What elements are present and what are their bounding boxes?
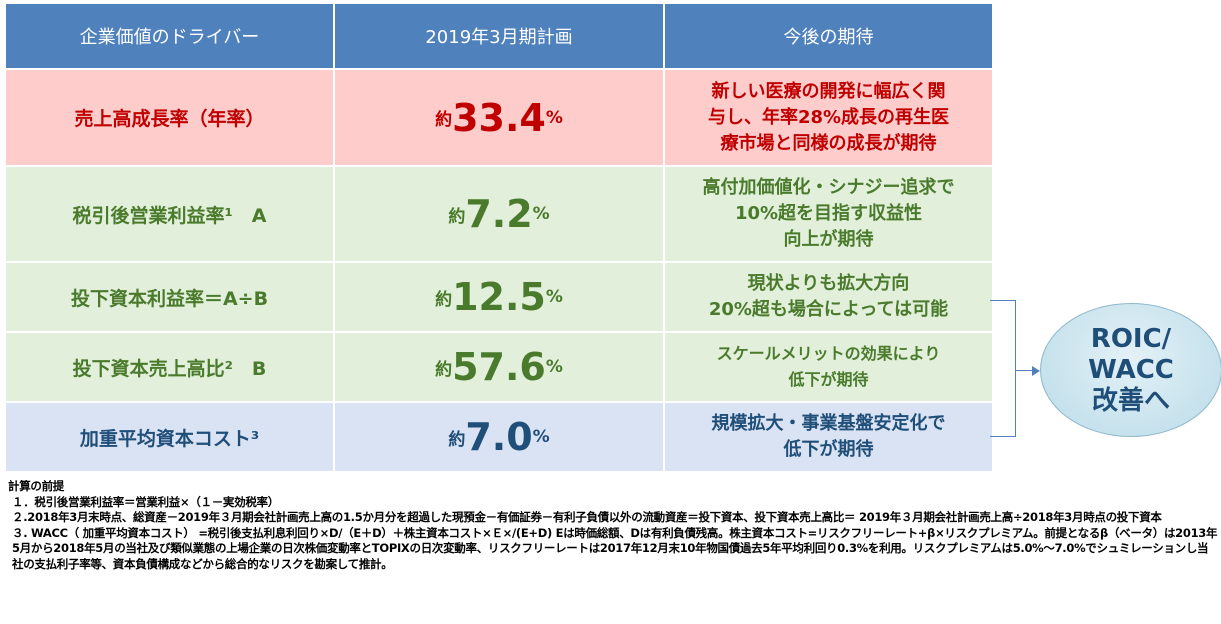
header-expectation: 今後の期待 — [665, 4, 992, 68]
value-driver-table: 企業価値のドライバー 2019年3月期計画 今後の期待 売上高成長率（年率） 約… — [6, 4, 992, 471]
note-item: １．税引後営業利益率＝営業利益×（１－実効税率） — [12, 494, 279, 509]
row-label: 加重平均資本コスト³ — [6, 403, 335, 471]
header-driver: 企業価値のドライバー — [6, 4, 335, 68]
expectation-line: 規模拡大・事業基盤安定化で — [711, 413, 946, 434]
calculation-notes: 計算の前提 １．税引後営業利益率＝営業利益×（１－実効税率） ２.2018年3月… — [8, 479, 1218, 572]
expectation-line: 新しい医療の開発に幅広く関 — [711, 80, 946, 102]
notes-title: 計算の前提 — [8, 479, 64, 493]
value-number: 12.5 — [452, 275, 546, 319]
arrow-right-icon — [1032, 366, 1040, 376]
expectation-line: 低下が期待 — [783, 439, 874, 460]
value-number: 57.6 — [452, 345, 546, 389]
row-value: 約 33.4% — [335, 70, 665, 165]
arrow-line — [1016, 370, 1038, 371]
row-value: 約 7.2% — [335, 167, 665, 261]
callout-line: ROIC/ — [1090, 323, 1172, 354]
value-unit: % — [532, 204, 550, 224]
expectation-line: 与し、年率28%成長の再生医 — [707, 106, 950, 128]
row-expectation: 規模拡大・事業基盤安定化で 低下が期待 — [665, 403, 992, 471]
value-prefix: 約 — [435, 289, 453, 310]
table-row-roic: 投下資本利益率＝A÷B 約 12.5% 現状よりも拡大方向 20%超も場合によっては… — [6, 263, 992, 333]
callout-line: WACC — [1088, 354, 1174, 385]
table-row-sales-growth: 売上高成長率（年率） 約 33.4% 新しい医療の開発に幅広く関 与し、年率28%成… — [6, 70, 992, 167]
bracket-connector — [990, 300, 1016, 437]
row-label: 投下資本利益率＝A÷B — [6, 263, 335, 331]
table-row-capital-turnover: 投下資本売上高比² B 約 57.6% スケールメリットの効果により 低下が期待 — [6, 333, 992, 403]
row-expectation: 高付加価値化・シナジー追求で 10%超を目指す収益性 向上が期待 — [665, 167, 992, 261]
row-expectation: 現状よりも拡大方向 20%超も場合によっては可能 — [665, 263, 992, 331]
note-item: ２.2018年3月末時点、総資産－2019年３月期会社計画売上高の1.5か月分を… — [12, 510, 1162, 524]
row-label: 売上高成長率（年率） — [6, 70, 335, 165]
table-row-wacc: 加重平均資本コスト³ 約 7.0% 規模拡大・事業基盤安定化で 低下が期待 — [6, 403, 992, 471]
expectation-line: 低下が期待 — [788, 370, 869, 389]
expectation-line: 向上が期待 — [783, 229, 874, 250]
expectation-line: 現状よりも拡大方向 — [747, 273, 910, 294]
expectation-line: スケールメリットの効果により — [716, 344, 941, 363]
callout-line: 改善へ — [1091, 385, 1170, 416]
value-number: 33.4 — [452, 95, 546, 140]
value-prefix: 約 — [435, 359, 453, 380]
value-unit: % — [532, 427, 550, 447]
row-value: 約 12.5% — [335, 263, 665, 331]
table-header: 企業価値のドライバー 2019年3月期計画 今後の期待 — [6, 4, 992, 70]
value-number: 7.2 — [465, 192, 533, 236]
expectation-line: 10%超を目指す収益性 — [734, 203, 923, 224]
value-unit: % — [545, 287, 563, 307]
table-row-operating-margin: 税引後営業利益率¹ A 約 7.2% 高付加価値化・シナジー追求で 10%超を目指す… — [6, 167, 992, 263]
expectation-line: 20%超も場合によっては可能 — [708, 299, 949, 320]
expectation-line: 療市場と同様の成長が期待 — [720, 132, 937, 154]
value-prefix: 約 — [448, 429, 466, 450]
note-item: ３. WACC（ 加重平均資本コスト） =税引後支払利息利回り×D/（E＋D）＋… — [12, 525, 1218, 571]
row-label: 税引後営業利益率¹ A — [6, 167, 335, 261]
value-prefix: 約 — [448, 206, 466, 227]
row-expectation: 新しい医療の開発に幅広く関 与し、年率28%成長の再生医 療市場と同様の成長が期待 — [665, 70, 992, 165]
value-unit: % — [545, 357, 563, 377]
value-prefix: 約 — [435, 110, 453, 130]
value-unit: % — [545, 107, 563, 128]
header-plan: 2019年3月期計画 — [335, 4, 665, 68]
row-value: 約 7.0% — [335, 403, 665, 471]
expectation-line: 高付加価値化・シナジー追求で — [702, 177, 955, 198]
row-value: 約 57.6% — [335, 333, 665, 401]
row-expectation: スケールメリットの効果により 低下が期待 — [665, 333, 992, 401]
value-number: 7.0 — [465, 415, 533, 459]
row-label: 投下資本売上高比² B — [6, 333, 335, 401]
roic-wacc-callout: ROIC/WACC 改善へ — [1040, 303, 1221, 437]
